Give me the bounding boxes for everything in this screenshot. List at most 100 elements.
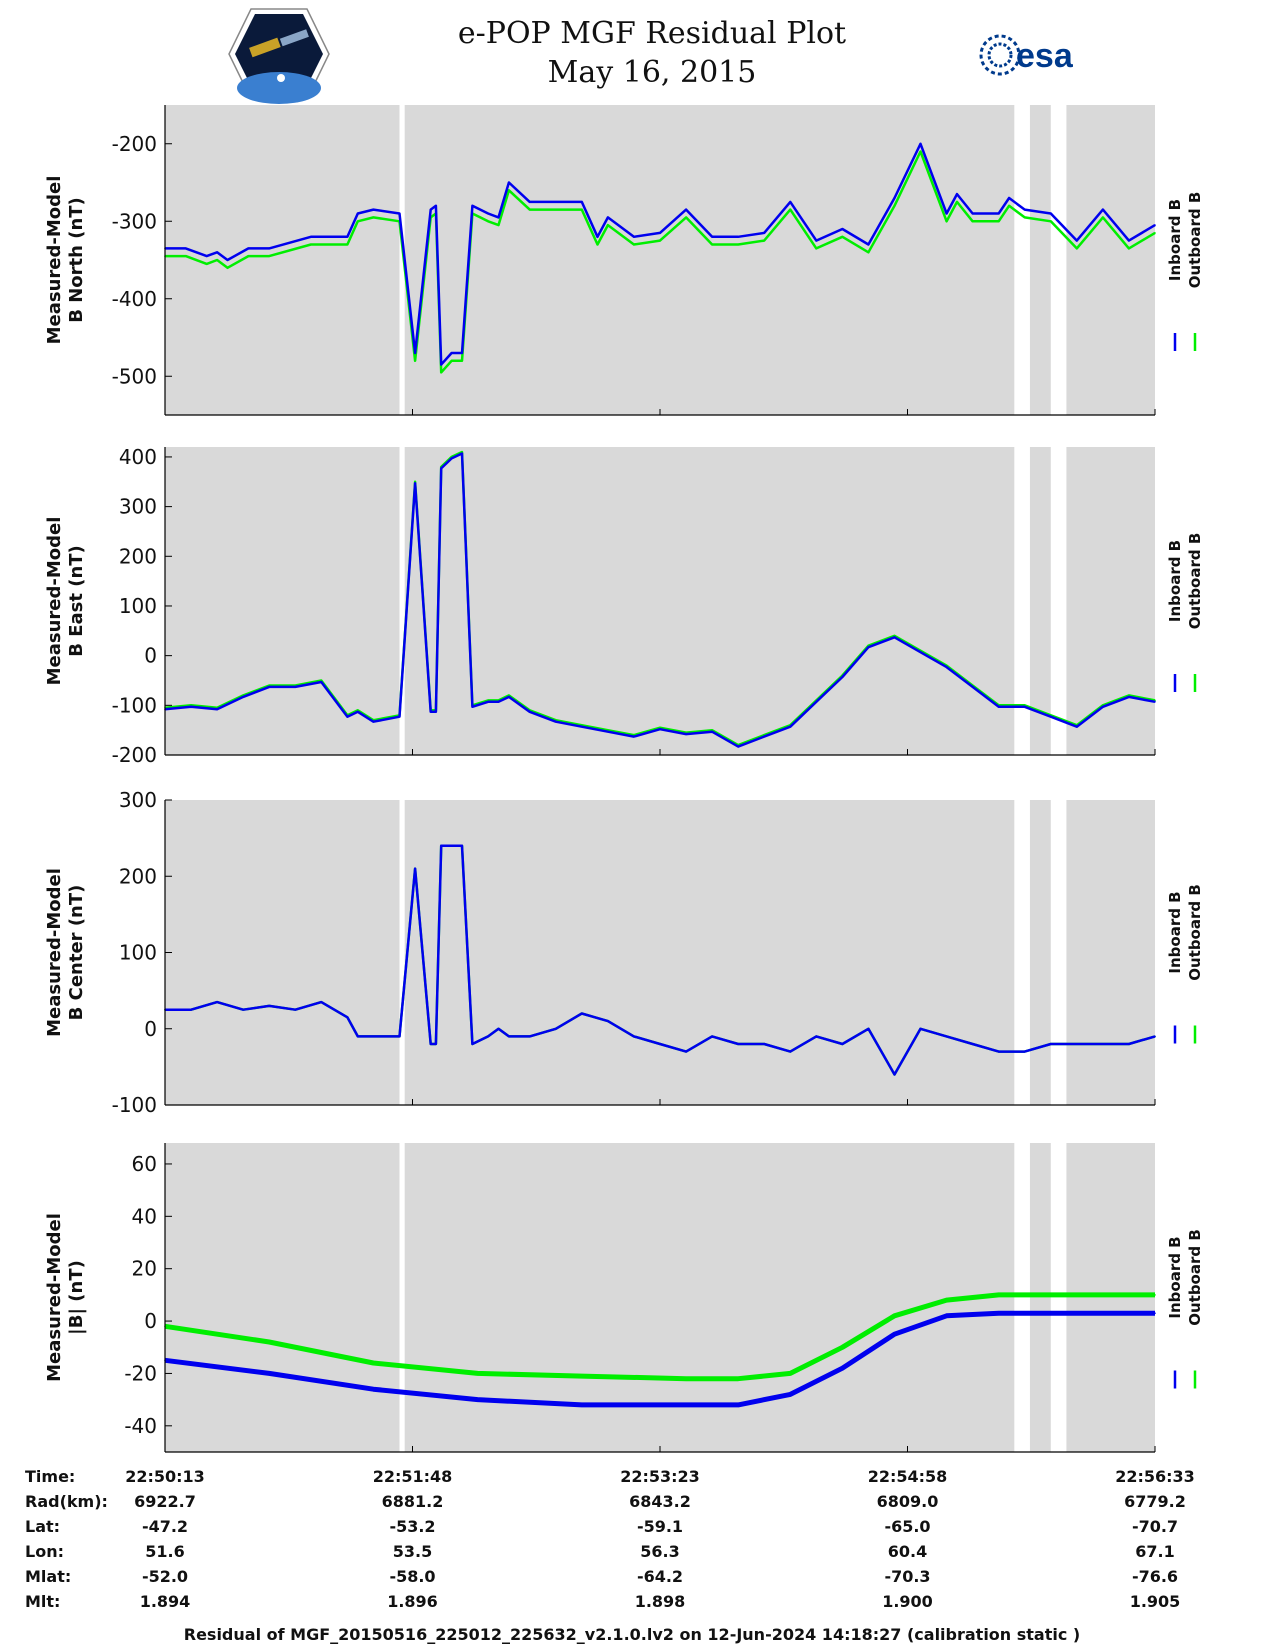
y-tick-label: -100: [112, 1093, 157, 1117]
data-point: [607, 1020, 609, 1022]
data-point: [1008, 205, 1010, 207]
data-point: [815, 701, 818, 703]
data-point: [310, 236, 312, 238]
data-point: [867, 243, 870, 246]
cassiope-logo: [228, 8, 330, 104]
data-point: [497, 701, 500, 703]
data-point: [841, 676, 844, 678]
data-point: [268, 1005, 271, 1007]
data-point: [581, 201, 583, 203]
data-point: [763, 232, 765, 234]
data-point: [461, 360, 463, 362]
data-point: [867, 251, 870, 254]
data-point: [685, 733, 687, 735]
orbit-row-label: Rad(km):: [25, 1492, 108, 1511]
data-point: [789, 1393, 792, 1396]
data-point: [414, 352, 416, 354]
data-point: [919, 651, 922, 653]
y-axis-label-line2: |B| (nT): [66, 1260, 87, 1335]
y-tick-label: -300: [112, 209, 157, 233]
orbit-cell: -70.3: [884, 1567, 930, 1586]
y-axis-label-line1: Measured-Model: [44, 176, 65, 345]
data-point: [1050, 1043, 1052, 1045]
data-point: [190, 706, 192, 708]
data-point: [508, 696, 510, 698]
orbit-cell: -70.7: [1132, 1517, 1178, 1536]
data-point: [247, 255, 250, 257]
data-point: [461, 452, 463, 455]
data-point: [497, 224, 500, 226]
panel-b-east: 400 300 200 100 0 -100 -200 Measured-ModelB Eas…: [44, 445, 1204, 767]
data-point: [685, 216, 687, 219]
orbit-cell: 6809.0: [877, 1492, 939, 1511]
orbit-cell: -47.2: [142, 1517, 188, 1536]
data-point: [268, 255, 271, 257]
data-point: [945, 666, 948, 668]
y-axis-label-line2: B East (nT): [66, 545, 87, 657]
orbit-cell: 22:54:58: [868, 1467, 948, 1486]
y-tick-label: 0: [144, 644, 157, 668]
data-point: [440, 467, 443, 470]
data-point: [997, 1312, 1000, 1314]
data-point: [841, 236, 844, 238]
data-point: [471, 706, 474, 708]
data-point: [1128, 247, 1130, 250]
data-point: [242, 1008, 244, 1011]
data-point: [1076, 725, 1078, 728]
data-point: [867, 646, 870, 648]
data-point: [205, 255, 208, 257]
y-tick-label: -20: [124, 1361, 157, 1385]
y-tick-label: 40: [132, 1204, 157, 1228]
data-point: [893, 205, 896, 207]
data-gap-band: [1050, 447, 1067, 755]
data-point: [435, 1043, 437, 1045]
data-point: [596, 236, 599, 238]
panel-b-north: -200 -300 -400 -500 Measured-ModelB North (n…: [44, 105, 1204, 416]
y-tick-label: 400: [119, 445, 157, 469]
legend-label-inboard: Inboard B: [1166, 199, 1184, 281]
data-point: [1023, 208, 1026, 211]
orbit-cell: 60.4: [888, 1542, 927, 1561]
orbit-row-label: Lon:: [25, 1542, 64, 1561]
data-point: [414, 360, 416, 362]
data-point: [398, 715, 401, 718]
data-gap-band: [1014, 1143, 1030, 1452]
data-point: [435, 711, 437, 713]
plot-date: May 16, 2015: [548, 55, 757, 90]
data-point: [1128, 696, 1130, 698]
y-tick-label: 20: [132, 1257, 157, 1281]
series-line-inboard-b: [165, 844, 1156, 1076]
orbit-cell: 6843.2: [629, 1492, 691, 1511]
data-point: [508, 189, 510, 192]
orbit-cell: 1.896: [387, 1592, 438, 1611]
data-point: [497, 216, 500, 219]
data-point: [659, 728, 661, 730]
orbit-info-table: Time: Rad(km): Lat: Lon: Mlat: Mlt: 22:50:13 69…: [25, 1467, 1195, 1611]
data-point: [789, 208, 792, 211]
data-point: [487, 212, 489, 215]
data-point: [487, 220, 489, 223]
data-point: [815, 1035, 818, 1038]
data-point: [763, 239, 765, 242]
data-point: [711, 1035, 713, 1038]
data-point: [1102, 1294, 1104, 1296]
data-point: [685, 1377, 687, 1380]
y-tick-label: -100: [112, 693, 157, 717]
data-point: [1076, 239, 1078, 242]
data-point: [737, 745, 739, 748]
data-point: [429, 711, 432, 713]
data-point: [997, 1294, 1000, 1296]
data-point: [945, 220, 948, 223]
data-point: [659, 1043, 661, 1045]
data-point: [555, 720, 557, 723]
data-point: [450, 360, 453, 362]
data-point: [893, 197, 896, 199]
data-point: [997, 1050, 1000, 1053]
orbit-cell: -52.0: [142, 1567, 188, 1586]
data-point: [205, 263, 208, 265]
series-line-inboard-b: [164, 452, 1156, 748]
data-point: [471, 205, 474, 207]
data-point: [1102, 1043, 1104, 1045]
data-point: [471, 1043, 474, 1045]
data-point: [607, 224, 609, 226]
